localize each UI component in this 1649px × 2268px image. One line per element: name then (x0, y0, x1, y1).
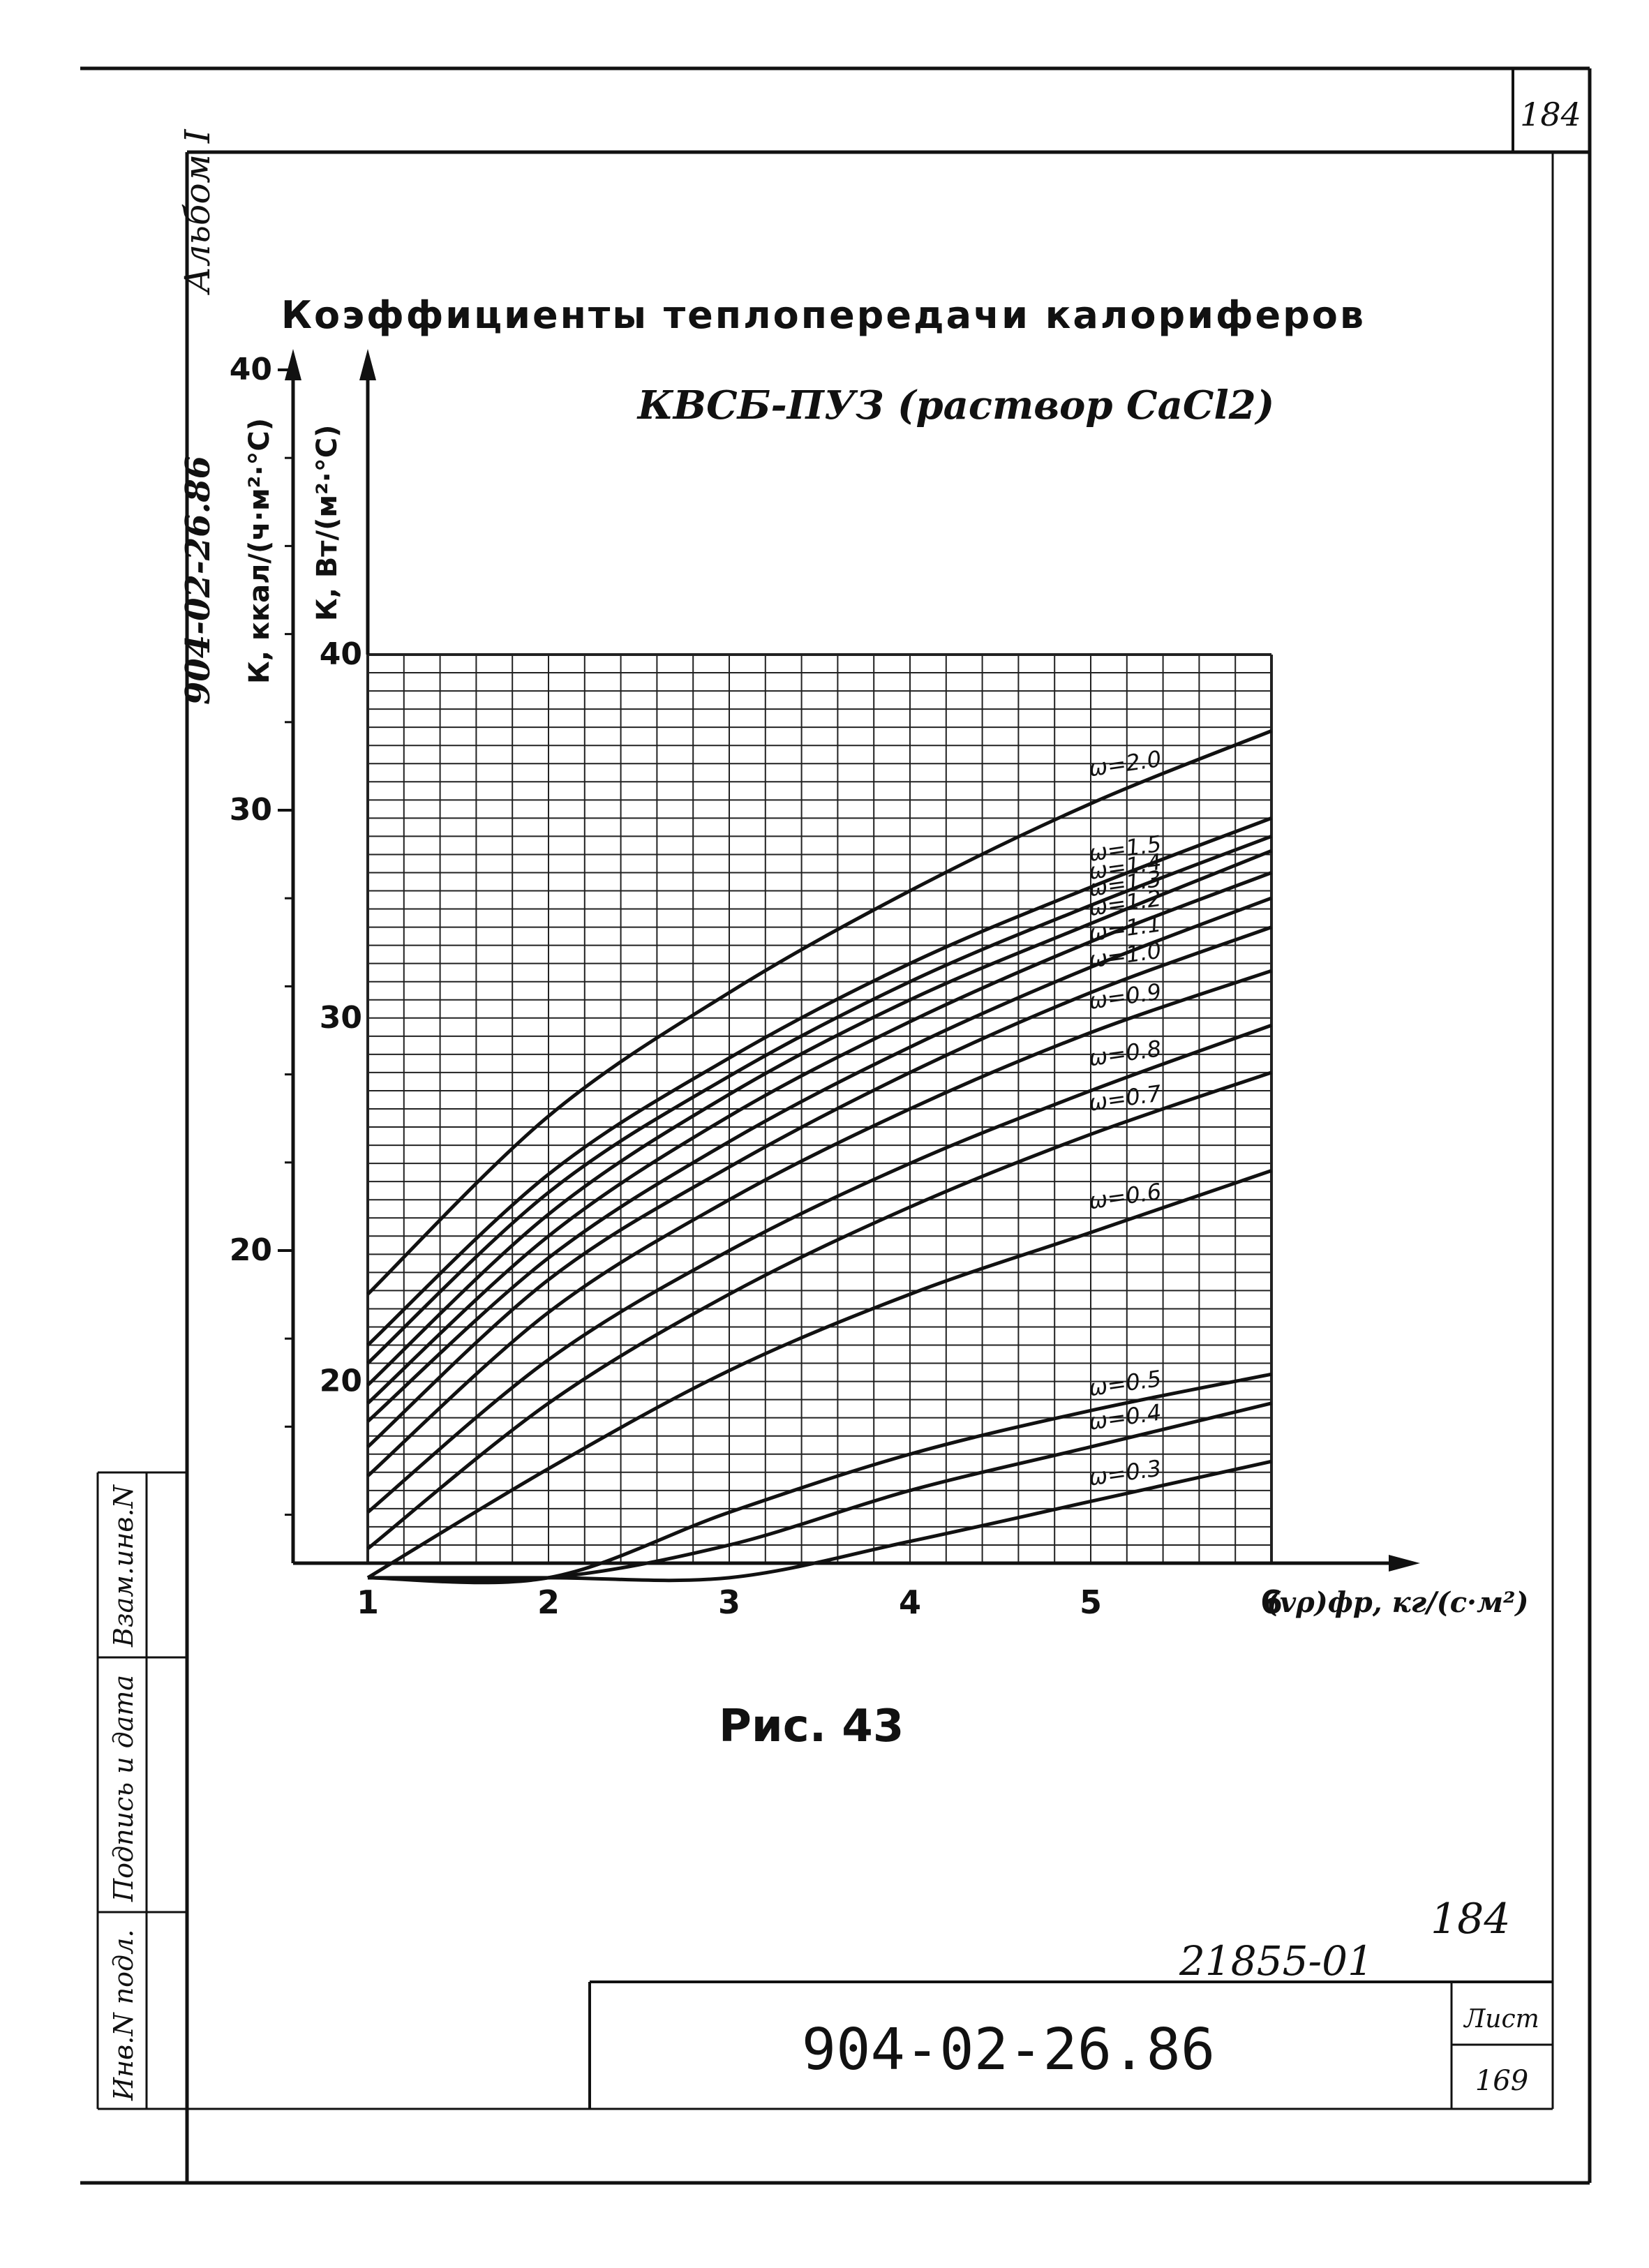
page-number-handwritten: 184 (1431, 1895, 1511, 1944)
series-label: ω=0.3 (1087, 1454, 1163, 1491)
y-tick-label-w: 30 (320, 1000, 362, 1036)
x-tick-label: 5 (1080, 1583, 1102, 1621)
series-curve (366, 871, 1272, 1405)
x-tick-label: 2 (537, 1583, 560, 1621)
series-curve (366, 849, 1272, 1387)
x-tick-label: 1 (357, 1583, 379, 1621)
series-label: ω=0.5 (1087, 1365, 1163, 1401)
series-curve (366, 1070, 1272, 1551)
stamp-text-sign: Подпись и дата (108, 1675, 139, 1902)
series-curve (366, 835, 1272, 1365)
x-tick-label: 3 (718, 1583, 740, 1621)
series-curve (368, 1459, 1272, 1583)
corner-page-number: 184 (1520, 96, 1581, 133)
series-curve (366, 1169, 1272, 1579)
series-label: ω=0.8 (1087, 1035, 1163, 1071)
x-axis-label: (vρ)фр, кг/(с·м²) (1267, 1586, 1528, 1619)
y-tick-label-w: 20 (320, 1364, 362, 1399)
x-tick-label: 4 (899, 1583, 921, 1621)
series-curve (366, 1023, 1272, 1514)
y-tick-label-w: 40 (320, 636, 362, 672)
y-axis-w-arrow (359, 349, 376, 380)
y-axis-label-kcal: К, ккал/(ч·м²·°С) (244, 418, 276, 684)
sheet-number: 169 (1475, 2065, 1528, 2097)
x-axis-arrow (1389, 1555, 1420, 1572)
x-tick-label: 6 (1260, 1583, 1283, 1621)
sheet-label: Лист (1463, 2005, 1539, 2034)
inventory-number: 21855-01 (1179, 1937, 1373, 1985)
frame (80, 66, 1592, 2185)
y-axis-label-w: К, Вт/(м²·°С) (311, 425, 343, 621)
album-label: Альбом I (177, 128, 218, 295)
y-tick-label-kcal: 40 (230, 352, 272, 387)
figure-caption: Рис. 43 (719, 1701, 904, 1752)
series-label: ω=0.6 (1087, 1178, 1163, 1214)
chart-title: Коэффициенты теплопередачи калориферов (281, 293, 1366, 337)
chart-subtitle: КВСБ-ПУЗ (раствор CaCl2) (636, 382, 1274, 428)
side-code: 904-02-26.86 (179, 456, 218, 705)
title-block-code: 904-02-26.86 (802, 2017, 1215, 2083)
series-label: ω=0.4 (1087, 1398, 1163, 1435)
y-axis-kcal-arrow (285, 349, 301, 380)
series-curve (366, 816, 1272, 1347)
y-tick-label-kcal: 30 (230, 792, 272, 828)
series-curve (366, 729, 1272, 1296)
series-curve (366, 896, 1272, 1423)
stamp-text-inv: Инв.N подл. (108, 1930, 139, 2101)
series-curve (366, 925, 1272, 1449)
series-curve (366, 969, 1272, 1477)
stamp-text-replace: Взам.инв.N (108, 1484, 139, 1648)
y-tick-label-kcal: 20 (230, 1232, 272, 1268)
